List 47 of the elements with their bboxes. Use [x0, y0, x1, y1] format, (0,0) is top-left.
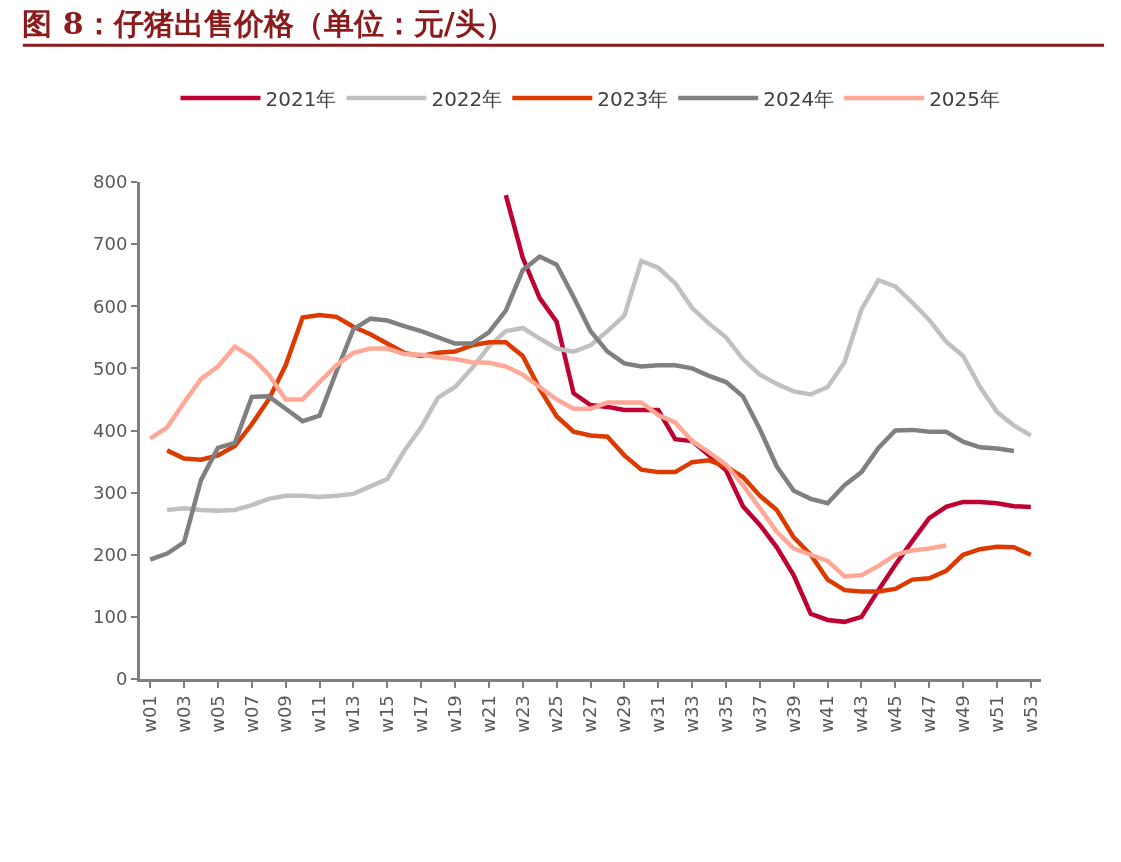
x-tick-label: w21	[477, 695, 499, 733]
line-series	[503, 192, 1034, 625]
x-tick-label: w07	[240, 695, 262, 733]
line-series	[164, 258, 1034, 513]
x-tick-label: w39	[782, 695, 804, 733]
x-tick-label: w51	[985, 695, 1007, 733]
x-tick-label: w33	[680, 695, 702, 733]
y-tick-label: 300	[93, 481, 128, 503]
y-tick-label: 700	[93, 233, 128, 255]
x-tick-label: w49	[951, 695, 973, 733]
x-tick-label: w15	[376, 695, 398, 733]
x-tick-label: w43	[850, 695, 872, 733]
x-tick-label: w29	[613, 695, 635, 733]
x-tick-label: w01	[139, 695, 161, 733]
x-tick-label: w03	[172, 695, 194, 733]
x-tick-label: w25	[545, 695, 567, 733]
y-tick-label: 400	[93, 419, 128, 441]
x-tick-label: w45	[884, 695, 906, 733]
legend-label: 2022年	[431, 86, 503, 111]
x-tick-label: w47	[918, 695, 940, 733]
legend-label: 2024年	[763, 86, 835, 111]
line-series	[147, 254, 1017, 562]
x-tick-label: w17	[409, 695, 431, 733]
legend-label: 2023年	[597, 86, 669, 111]
y-tick-label: 500	[93, 357, 128, 379]
line-series	[164, 312, 1034, 594]
y-tick-label: 100	[93, 606, 128, 628]
x-tick-label: w19	[443, 695, 465, 733]
x-tick-label: w35	[714, 695, 736, 733]
y-tick-label: 600	[93, 295, 128, 317]
y-tick-label: 800	[93, 171, 128, 193]
x-tick-label: w53	[1019, 695, 1041, 733]
x-tick-label: w09	[274, 695, 296, 733]
legend-label: 2021年	[265, 86, 337, 111]
line-series	[147, 344, 949, 579]
x-tick-label: w23	[511, 695, 533, 733]
y-tick-label: 200	[93, 544, 128, 566]
x-tick-label: w11	[308, 695, 330, 733]
x-tick-label: w31	[647, 695, 669, 733]
x-tick-label: w05	[206, 695, 228, 733]
x-tick-label: w41	[816, 695, 838, 733]
x-tick-label: w27	[579, 695, 601, 733]
x-tick-label: w37	[748, 695, 770, 733]
x-tick-label: w13	[342, 695, 364, 733]
y-tick-label: 0	[115, 668, 128, 690]
legend-label: 2025年	[929, 86, 1001, 111]
chart-title: 图 8：仔猪出售价格（单位：元/头）	[22, 5, 515, 41]
